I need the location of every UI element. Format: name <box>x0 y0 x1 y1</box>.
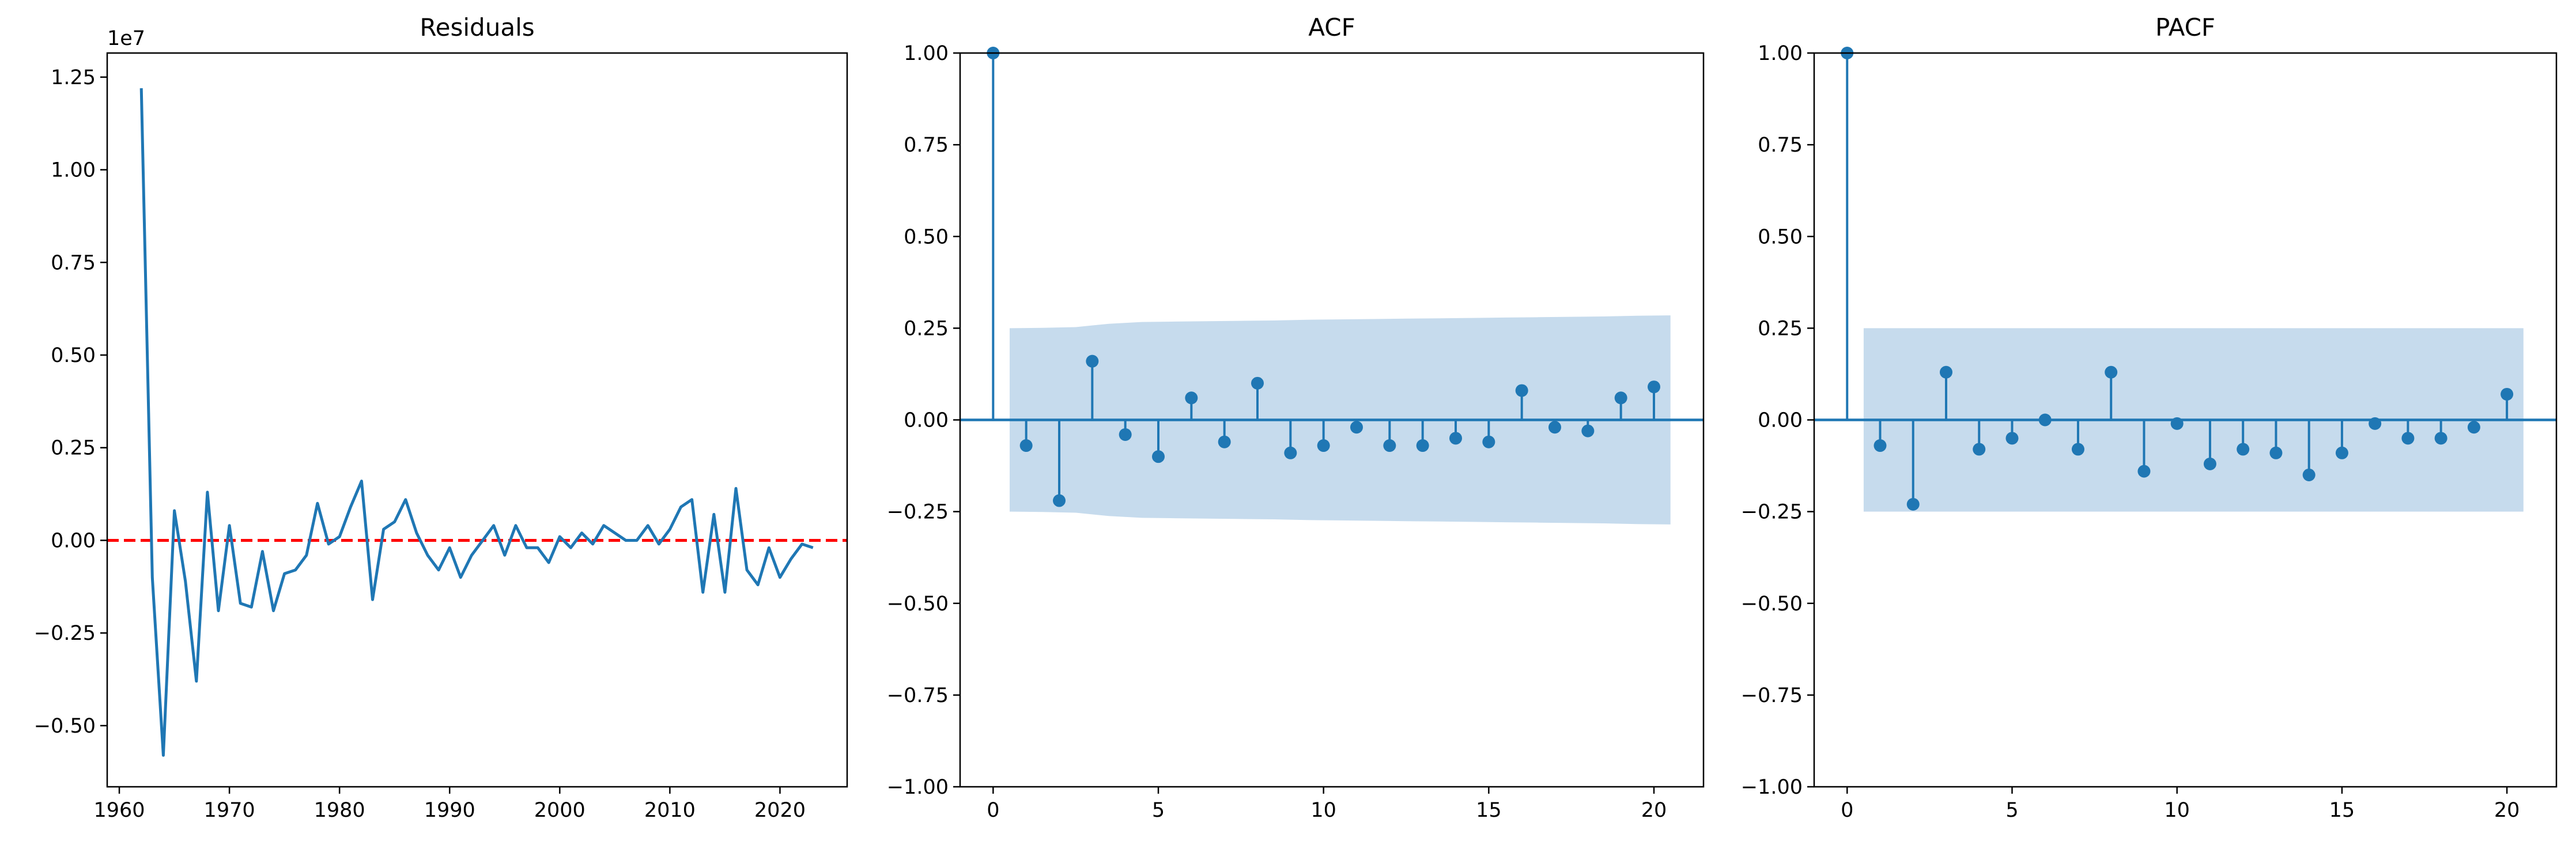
acf-marker-lag-3 <box>1086 354 1099 368</box>
acf-marker-lag-9 <box>1284 446 1297 459</box>
acf-marker-lag-10 <box>1317 439 1330 452</box>
residuals-ytick-label: −0.25 <box>34 622 96 645</box>
pacf-xtick-label: 5 <box>2005 799 2018 822</box>
acf-ytick-label: 0.75 <box>904 134 949 157</box>
acf-marker-lag-13 <box>1416 439 1429 452</box>
pacf-marker-lag-17 <box>2401 432 2415 445</box>
acf-marker-lag-20 <box>1648 380 1660 394</box>
acf-ytick-label: 0.00 <box>904 409 949 432</box>
pacf-marker-lag-13 <box>2269 446 2283 459</box>
acf-marker-lag-18 <box>1581 424 1595 437</box>
acf-xtick-label: 0 <box>987 799 999 822</box>
pacf-panel: PACF −1.00 −0.75 −0.50 −0.25 0.00 0.25 0.50 0.7… <box>1741 13 2558 822</box>
pacf-marker-lag-9 <box>2137 465 2151 478</box>
pacf-ytick-label: 1.00 <box>1758 42 1803 65</box>
pacf-xtick-label: 0 <box>1841 799 1853 822</box>
pacf-xtick-label: 15 <box>2329 799 2355 822</box>
acf-title: ACF <box>1308 13 1355 42</box>
pacf-ytick-label: 0.75 <box>1758 134 1803 157</box>
acf-marker-lag-2 <box>1053 494 1066 507</box>
acf-ytick-label: 1.00 <box>904 42 949 65</box>
pacf-marker-lag-3 <box>1939 365 1952 379</box>
pacf-marker-lag-14 <box>2302 468 2316 481</box>
acf-ytick-label: −1.00 <box>887 776 949 799</box>
pacf-marker-lag-7 <box>2071 443 2084 456</box>
residuals-ytick-label: −0.50 <box>34 715 96 738</box>
residuals-ytick-label: 1.25 <box>51 66 96 89</box>
residuals-ytick-label: 0.75 <box>51 251 96 274</box>
residuals-xtick-label: 1970 <box>204 799 255 822</box>
pacf-xtick-label: 10 <box>2164 799 2190 822</box>
pacf-marker-lag-8 <box>2105 365 2118 379</box>
pacf-ytick-label: −1.00 <box>1741 776 1803 799</box>
acf-marker-lag-8 <box>1251 376 1264 390</box>
acf-marker-lag-5 <box>1152 450 1165 463</box>
residuals-offset-text: 1e7 <box>107 27 145 50</box>
pacf-marker-lag-6 <box>2038 413 2052 427</box>
residuals-ytick-label: 1.00 <box>51 159 96 182</box>
pacf-marker-lag-15 <box>2335 446 2348 459</box>
pacf-ytick-label: 0.50 <box>1758 225 1803 248</box>
acf-marker-lag-4 <box>1119 428 1132 441</box>
acf-ytick-label: 0.25 <box>904 317 949 340</box>
acf-ytick-label: −0.50 <box>887 593 949 616</box>
residuals-xtick-label: 2010 <box>644 799 696 822</box>
residuals-axes-frame <box>106 52 848 788</box>
pacf-marker-lag-4 <box>1973 443 1986 456</box>
residuals-panel: Residuals 1e7 −0.50 −0.25 0.00 0.25 0.50 0.75… <box>34 13 848 822</box>
residuals-title: Residuals <box>420 13 534 42</box>
acf-xtick-label: 10 <box>1310 799 1336 822</box>
pacf-marker-lag-16 <box>2369 417 2382 430</box>
residuals-ytick-label: 0.50 <box>51 344 96 367</box>
acf-marker-lag-17 <box>1548 421 1561 434</box>
pacf-title: PACF <box>2155 13 2215 42</box>
acf-panel: ACF −1.00 −0.75 −0.50 −0.25 0.00 0.25 0.50 0.75… <box>887 13 1705 822</box>
acf-marker-lag-12 <box>1383 439 1396 452</box>
acf-marker-lag-14 <box>1449 432 1462 445</box>
acf-xtick-label: 20 <box>1641 799 1667 822</box>
acf-marker-lag-15 <box>1482 435 1495 448</box>
pacf-marker-lag-2 <box>1906 497 1920 511</box>
pacf-marker-lag-12 <box>2237 443 2250 456</box>
acf-ytick-label: 0.50 <box>904 225 949 248</box>
acf-marker-lag-16 <box>1515 384 1528 397</box>
residuals-xtick-label: 1990 <box>424 799 475 822</box>
acf-xtick-label: 5 <box>1152 799 1165 822</box>
pacf-marker-lag-11 <box>2203 457 2216 470</box>
pacf-marker-lag-20 <box>2501 387 2514 401</box>
residuals-ytick-label: 0.00 <box>51 529 96 552</box>
residuals-xtick-label: 2020 <box>754 799 806 822</box>
pacf-marker-lag-18 <box>2434 432 2447 445</box>
acf-ytick-label: −0.75 <box>887 684 949 707</box>
acf-marker-lag-6 <box>1185 391 1198 405</box>
acf-ytick-label: −0.25 <box>887 501 949 524</box>
pacf-ytick-label: 0.25 <box>1758 317 1803 340</box>
acf-marker-lag-19 <box>1614 391 1627 405</box>
acf-xtick-label: 15 <box>1476 799 1502 822</box>
residuals-ytick-label: 0.25 <box>51 437 96 460</box>
acf-marker-lag-1 <box>1019 439 1033 452</box>
residuals-xtick-label: 1960 <box>93 799 145 822</box>
pacf-marker-lag-19 <box>2467 421 2480 434</box>
pacf-ytick-label: −0.50 <box>1741 593 1803 616</box>
pacf-ytick-label: −0.75 <box>1741 684 1803 707</box>
pacf-marker-lag-5 <box>2005 432 2019 445</box>
pacf-marker-lag-10 <box>2170 417 2184 430</box>
pacf-ytick-label: −0.25 <box>1741 501 1803 524</box>
residuals-xtick-label: 1980 <box>314 799 365 822</box>
acf-marker-lag-11 <box>1350 421 1363 434</box>
pacf-marker-lag-1 <box>1874 439 1887 452</box>
pacf-ytick-label: 0.00 <box>1758 409 1803 432</box>
residuals-xtick-label: 2000 <box>534 799 586 822</box>
residuals-series-line <box>139 88 814 757</box>
acf-marker-lag-7 <box>1218 435 1231 448</box>
pacf-xtick-label: 20 <box>2494 799 2520 822</box>
